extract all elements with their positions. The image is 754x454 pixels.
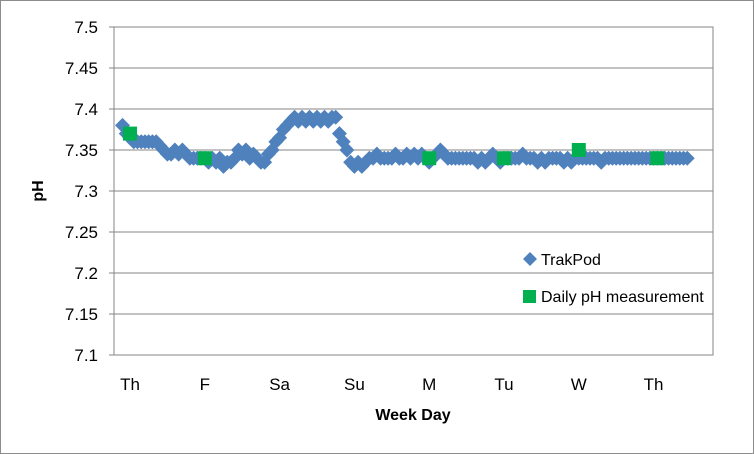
legend-marker-daily-ph [523,290,536,303]
data-point-daily-ph [497,151,511,166]
x-tick-label: M [422,375,436,394]
y-tick-label: 7.45 [65,59,98,78]
data-point-trakpod [339,142,355,158]
data-point-daily-ph [422,151,437,166]
series-layer [115,109,695,174]
legend-entry-daily-ph: Daily pH measurement [523,289,704,306]
data-point-daily-ph [571,143,586,157]
data-point-trakpod [679,150,695,166]
x-tick-label: F [200,375,210,394]
y-tick-label: 7.3 [74,182,98,201]
x-tick-label: Tu [494,375,513,394]
data-point-daily-ph [123,126,137,141]
series-1 [123,126,665,166]
x-axis-ticks: Th F Sa Su M Tu W Th [120,375,663,394]
y-tick-label: 7.35 [65,141,98,160]
data-point-daily-ph [197,151,212,166]
legend-entry-trakpod: TrakPod [523,252,601,269]
y-tick-label: 7.5 [74,18,98,37]
data-point-daily-ph [650,151,665,166]
y-axis-ticks: 7.1 7.15 7.2 7.25 7.3 7.35 7.4 7.45 7.5 [65,18,114,365]
y-tick-label: 7.15 [65,305,98,324]
legend: TrakPod Daily pH measurement [523,252,704,306]
x-tick-label: Sa [269,375,290,394]
x-tick-label: Su [344,375,365,394]
x-axis-title: Week Day [375,407,450,424]
y-axis-title: pH [30,180,47,201]
x-tick-label: Th [644,375,664,394]
y-tick-label: 7.4 [74,100,98,119]
x-tick-label: Th [120,375,140,394]
data-point-trakpod [328,109,344,125]
y-tick-label: 7.1 [74,346,98,365]
legend-label-trakpod: TrakPod [541,252,601,269]
x-tick-label: W [571,375,587,394]
y-tick-label: 7.25 [65,223,98,242]
legend-label-daily-ph: Daily pH measurement [541,289,704,306]
legend-marker-trakpod [523,252,537,266]
data-point-trakpod [245,146,261,162]
y-tick-label: 7.2 [74,264,98,283]
